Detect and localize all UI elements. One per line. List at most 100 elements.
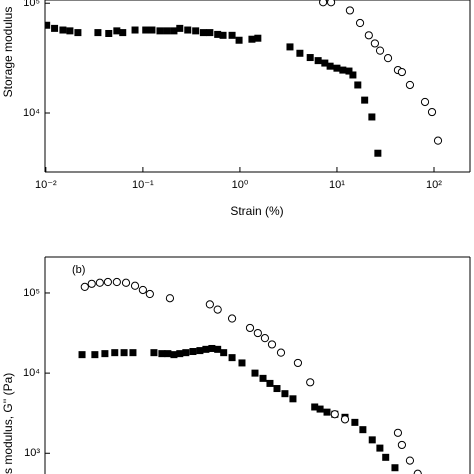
data-point [326, 62, 334, 70]
data-point [427, 107, 437, 117]
data-point [433, 136, 443, 145]
data-point [375, 46, 385, 55]
data-point [311, 403, 319, 411]
data-point [289, 395, 297, 403]
data-point [345, 67, 353, 75]
data-point [235, 36, 243, 44]
data-point [165, 294, 175, 303]
y-axis-title: Storage modulus [1, 7, 15, 98]
y-tick-label: 10³ [24, 447, 40, 459]
data-point [202, 345, 210, 353]
data-point [113, 27, 121, 35]
data-point [176, 24, 184, 32]
data-point [74, 29, 82, 37]
data-point [80, 282, 89, 292]
data-point [131, 26, 139, 34]
data-point [170, 27, 178, 35]
data-point [266, 379, 274, 387]
data-point [397, 67, 407, 77]
data-point [91, 351, 99, 359]
data-point [66, 27, 74, 35]
data-point [94, 29, 102, 37]
data-point [196, 347, 204, 355]
data-point [359, 426, 367, 434]
plot-area [45, 0, 443, 157]
y-tick-label: 10⁵ [23, 287, 40, 299]
x-tick-label: 10¹ [329, 179, 345, 191]
data-point [228, 31, 236, 39]
data-point [391, 464, 399, 472]
data-point [393, 428, 403, 437]
data-point [306, 54, 314, 62]
data-point [333, 64, 341, 72]
data-point [111, 349, 119, 357]
y-tick-label: 10⁴ [23, 107, 40, 119]
data-point [405, 456, 415, 465]
plot-area [78, 277, 422, 474]
data-point [286, 43, 294, 51]
data-point [184, 26, 192, 34]
data-point [101, 350, 109, 358]
data-point [306, 378, 315, 387]
data-point [227, 314, 237, 323]
y-tick-label: 10⁴ [23, 367, 40, 379]
data-point [170, 351, 178, 359]
data-point [164, 350, 172, 358]
data-point [121, 278, 131, 287]
data-point [276, 348, 286, 357]
data-point [281, 390, 289, 398]
data-point [260, 334, 270, 343]
data-point [351, 418, 359, 426]
data-point [374, 149, 382, 157]
data-point [214, 345, 222, 353]
data-point [87, 279, 96, 288]
data-point [213, 305, 222, 314]
data-point [345, 6, 355, 15]
data-point [368, 436, 376, 444]
data-point [59, 26, 67, 34]
data-point [405, 80, 415, 90]
data-point [228, 354, 236, 362]
data-point [254, 34, 262, 42]
data-point [397, 440, 407, 450]
data-point [208, 344, 216, 352]
x-tick-label: 10⁻¹ [132, 179, 154, 191]
data-point [51, 24, 59, 32]
data-point [314, 57, 322, 65]
data-point [119, 29, 127, 37]
data-point [316, 405, 324, 413]
data-point [349, 71, 357, 79]
data-point [129, 349, 137, 357]
data-point [95, 278, 104, 287]
data-point [219, 31, 227, 39]
data-point [205, 300, 214, 309]
data-point [150, 349, 158, 357]
data-point [158, 350, 166, 358]
data-point [339, 66, 347, 74]
data-point [273, 385, 281, 393]
data-point [259, 374, 267, 382]
data-point [383, 54, 393, 63]
data-point [120, 349, 128, 357]
data-point [326, 0, 336, 7]
data-point [163, 27, 171, 35]
data-point [364, 31, 373, 40]
data-point [370, 39, 379, 48]
data-point [199, 29, 207, 37]
data-point [248, 35, 256, 43]
data-point [376, 444, 384, 452]
x-tick-label: 10⁰ [232, 179, 249, 191]
panel-label: (b) [72, 264, 85, 276]
data-point [368, 113, 376, 121]
data-point [251, 369, 259, 377]
data-point [192, 27, 200, 35]
data-point [293, 358, 303, 368]
data-point [220, 349, 228, 357]
y-tick-label: 10⁵ [23, 0, 40, 9]
data-point [323, 408, 331, 416]
data-point [253, 328, 262, 338]
data-point [103, 277, 113, 287]
data-point [142, 26, 150, 34]
